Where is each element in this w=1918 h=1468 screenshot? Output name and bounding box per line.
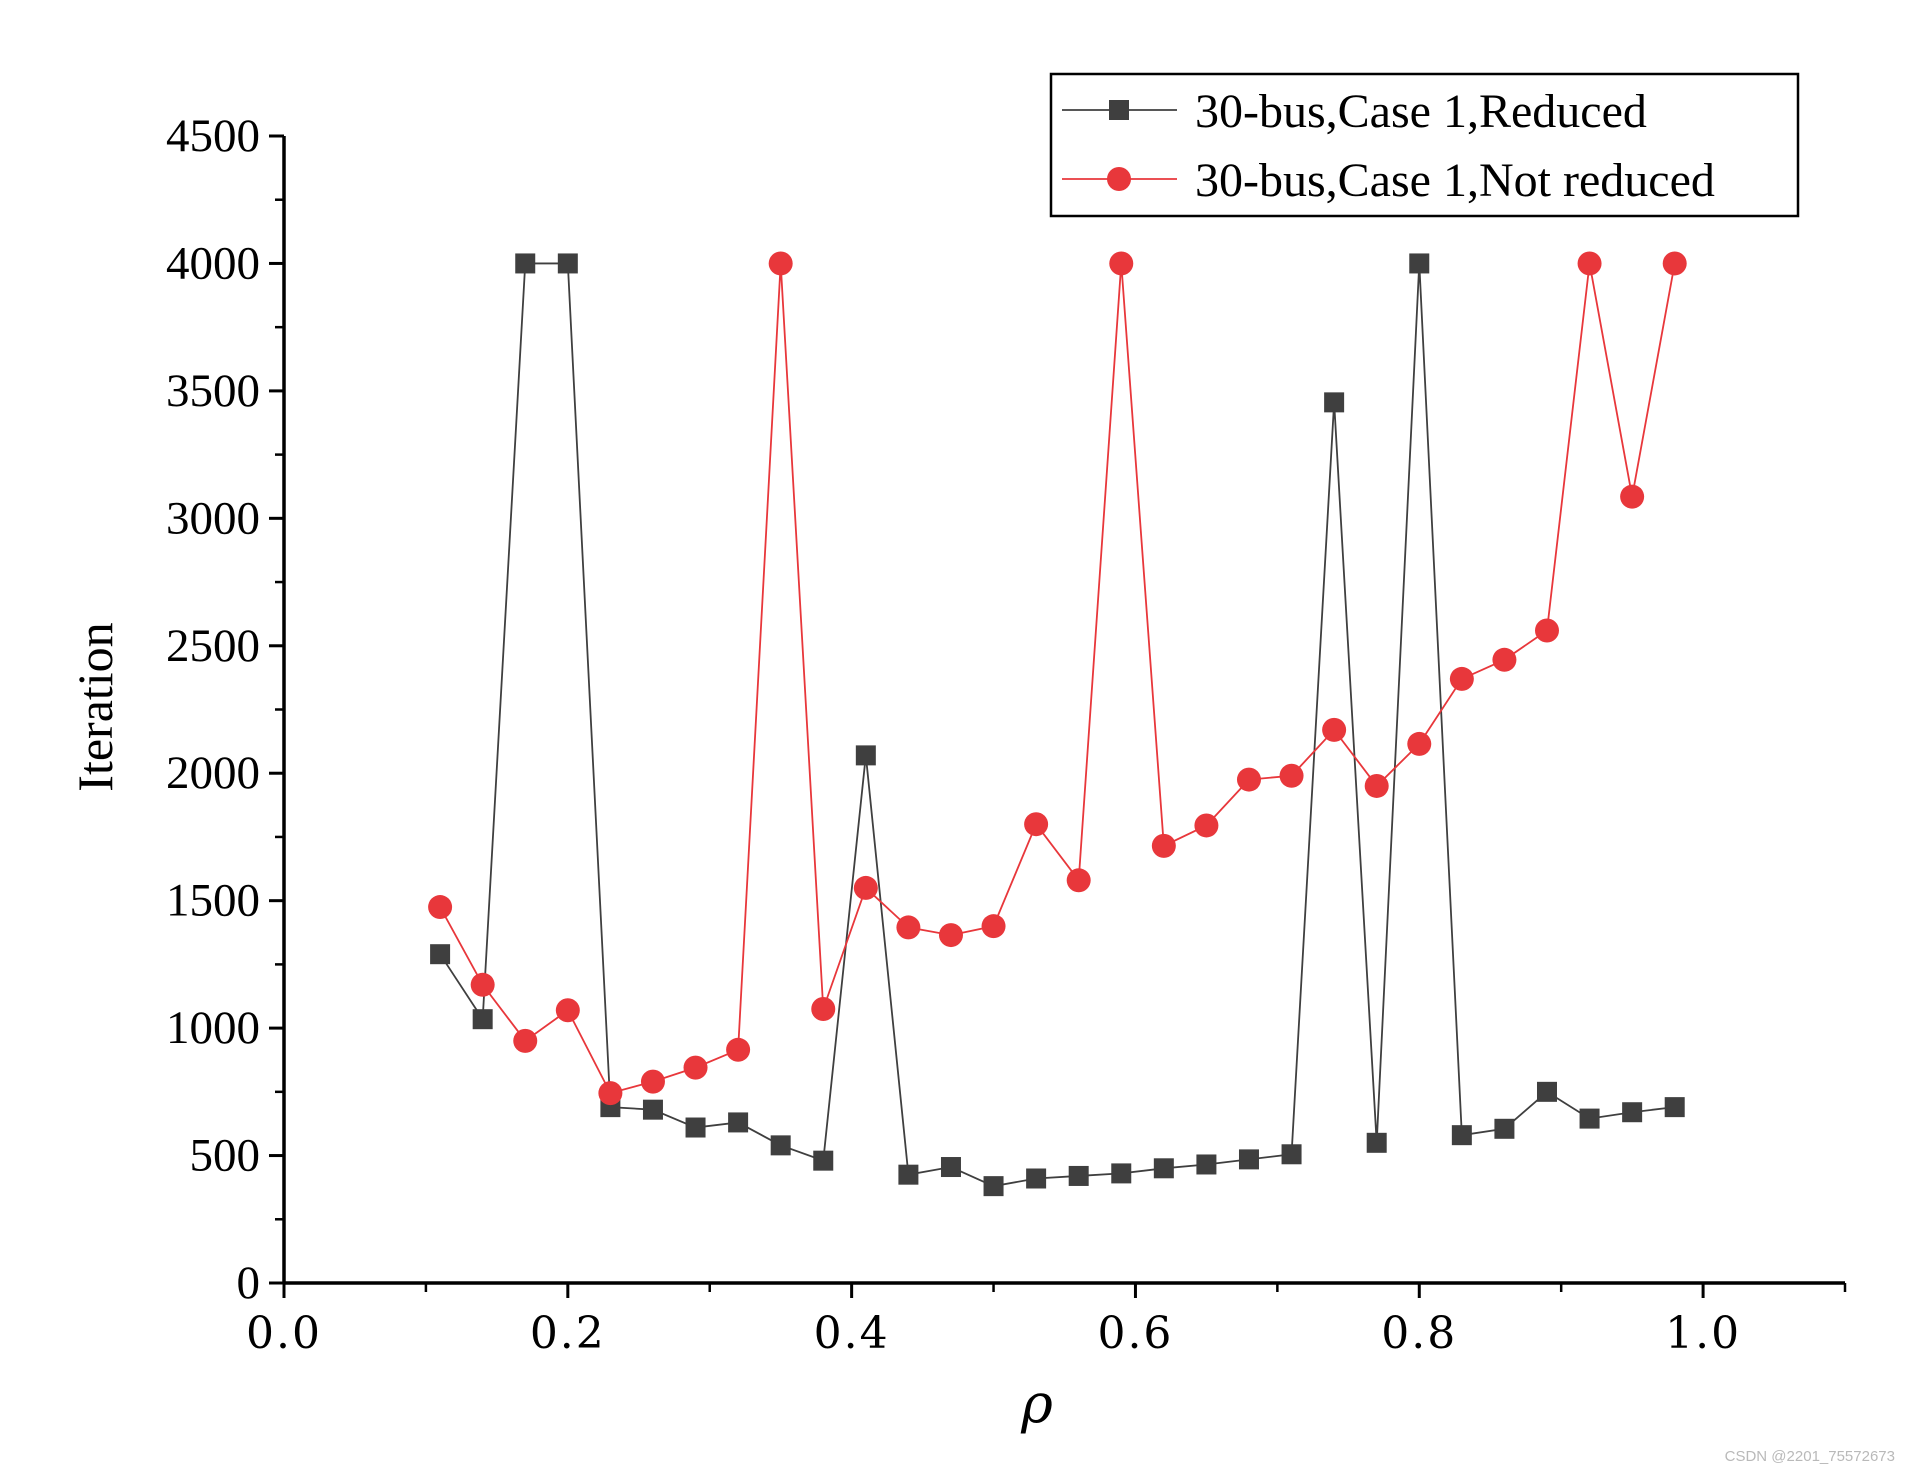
data-point-square bbox=[728, 1112, 749, 1133]
data-point-square bbox=[770, 1135, 791, 1156]
x-tick-label: 0.2 bbox=[530, 1308, 606, 1359]
legend-label-reduced: 30-bus,Case 1,Reduced bbox=[1195, 85, 1647, 138]
x-tick-label: 0.6 bbox=[1097, 1308, 1173, 1359]
data-point-circle bbox=[555, 998, 580, 1023]
watermark: CSDN @2201_75572673 bbox=[1725, 1448, 1895, 1465]
y-axis-title: Iteration bbox=[67, 622, 123, 791]
data-point-circle bbox=[726, 1037, 751, 1062]
y-tick-label: 1000 bbox=[166, 1002, 260, 1054]
data-point-circle bbox=[1151, 833, 1176, 858]
y-tick-label: 4000 bbox=[166, 237, 260, 289]
data-point-circle bbox=[1066, 868, 1091, 893]
data-point-circle bbox=[1236, 767, 1261, 792]
data-point-square bbox=[1366, 1132, 1387, 1153]
data-point-circle bbox=[1662, 251, 1687, 276]
data-point-circle bbox=[853, 875, 878, 900]
data-point-square bbox=[813, 1150, 834, 1171]
data-point-square bbox=[685, 1117, 706, 1138]
series-layer bbox=[428, 251, 1687, 1197]
legend-label-not-reduced: 30-bus,Case 1,Not reduced bbox=[1195, 154, 1715, 207]
data-point-circle bbox=[683, 1055, 708, 1080]
data-point-square bbox=[855, 745, 876, 766]
data-point-circle bbox=[1534, 618, 1559, 643]
data-point-square bbox=[1068, 1165, 1089, 1186]
data-point-circle bbox=[1279, 763, 1304, 788]
data-point-square bbox=[1111, 1163, 1132, 1184]
data-point-square bbox=[1281, 1144, 1302, 1165]
data-point-square bbox=[1664, 1097, 1685, 1118]
data-point-circle bbox=[513, 1028, 538, 1053]
data-point-circle bbox=[598, 1081, 623, 1106]
series-1 bbox=[428, 251, 1687, 1106]
data-point-square bbox=[1196, 1154, 1217, 1175]
y-tick-label: 3000 bbox=[166, 492, 260, 544]
legend-entry-reduced: 30-bus,Case 1,Reduced bbox=[1062, 85, 1647, 138]
data-point-square bbox=[515, 253, 536, 274]
data-point-circle bbox=[1364, 773, 1389, 798]
series-0 bbox=[430, 253, 1685, 1197]
legend-marker-not-reduced bbox=[1107, 167, 1131, 191]
y-tick-label: 3500 bbox=[166, 365, 260, 417]
y-tick-label: 0 bbox=[237, 1257, 261, 1309]
data-point-circle bbox=[811, 996, 836, 1021]
series-line-0 bbox=[439, 262, 1675, 1188]
data-point-circle bbox=[1577, 251, 1602, 276]
data-point-circle bbox=[1194, 813, 1219, 838]
y-tick-label: 500 bbox=[190, 1130, 261, 1182]
x-tick-label: 0.8 bbox=[1381, 1308, 1457, 1359]
data-point-circle bbox=[1024, 812, 1049, 837]
data-point-square bbox=[1451, 1125, 1472, 1146]
data-point-square bbox=[1494, 1118, 1515, 1139]
data-point-circle bbox=[428, 895, 453, 920]
data-point-circle bbox=[938, 923, 963, 948]
data-point-square bbox=[983, 1176, 1004, 1197]
data-point-circle bbox=[896, 915, 921, 940]
data-point-square bbox=[1622, 1102, 1643, 1123]
ticks: 0 500 1000 1500 2000 2500 3000 3500 4000 4500 0.0 0… bbox=[166, 110, 1847, 1359]
data-point-circle bbox=[470, 972, 495, 997]
x-axis-title: ρ bbox=[1020, 1372, 1053, 1435]
data-point-square bbox=[1579, 1108, 1600, 1129]
data-point-square bbox=[940, 1157, 961, 1178]
data-point-square bbox=[472, 1009, 493, 1030]
data-point-circle bbox=[1620, 484, 1645, 509]
data-point-square bbox=[1324, 392, 1345, 413]
y-tick-label: 4500 bbox=[166, 110, 260, 162]
data-point-circle bbox=[1322, 717, 1347, 742]
data-point-circle bbox=[1407, 731, 1432, 756]
data-point-circle bbox=[1492, 647, 1517, 672]
legend-box bbox=[1049, 72, 1800, 218]
x-tick-label: 0.0 bbox=[246, 1308, 322, 1359]
data-point-circle bbox=[768, 251, 793, 276]
legend-marker-reduced bbox=[1109, 100, 1129, 120]
legend: 30-bus,Case 1,Reduced 30-bus,Case 1,Not … bbox=[1049, 72, 1800, 218]
y-tick-label: 2500 bbox=[166, 620, 260, 672]
data-point-square bbox=[1153, 1158, 1174, 1179]
data-point-circle bbox=[1109, 251, 1134, 276]
y-tick-label: 2000 bbox=[166, 747, 260, 799]
data-point-square bbox=[642, 1099, 663, 1120]
data-point-circle bbox=[1449, 666, 1474, 691]
data-point-square bbox=[557, 253, 578, 274]
axes bbox=[282, 136, 1845, 1285]
data-point-circle bbox=[640, 1069, 665, 1094]
data-point-square bbox=[1238, 1149, 1259, 1170]
data-point-square bbox=[1536, 1081, 1557, 1102]
data-point-circle bbox=[981, 914, 1006, 939]
series-line-1 bbox=[439, 263, 1676, 1095]
data-point-square bbox=[430, 944, 451, 965]
y-tick-label: 1500 bbox=[166, 875, 260, 927]
x-tick-label: 1.0 bbox=[1665, 1308, 1741, 1359]
data-point-square bbox=[1409, 253, 1430, 274]
legend-entry-not-reduced: 30-bus,Case 1,Not reduced bbox=[1062, 154, 1715, 207]
x-tick-label: 0.4 bbox=[814, 1308, 890, 1359]
data-point-square bbox=[898, 1164, 919, 1185]
data-point-square bbox=[1026, 1168, 1047, 1189]
